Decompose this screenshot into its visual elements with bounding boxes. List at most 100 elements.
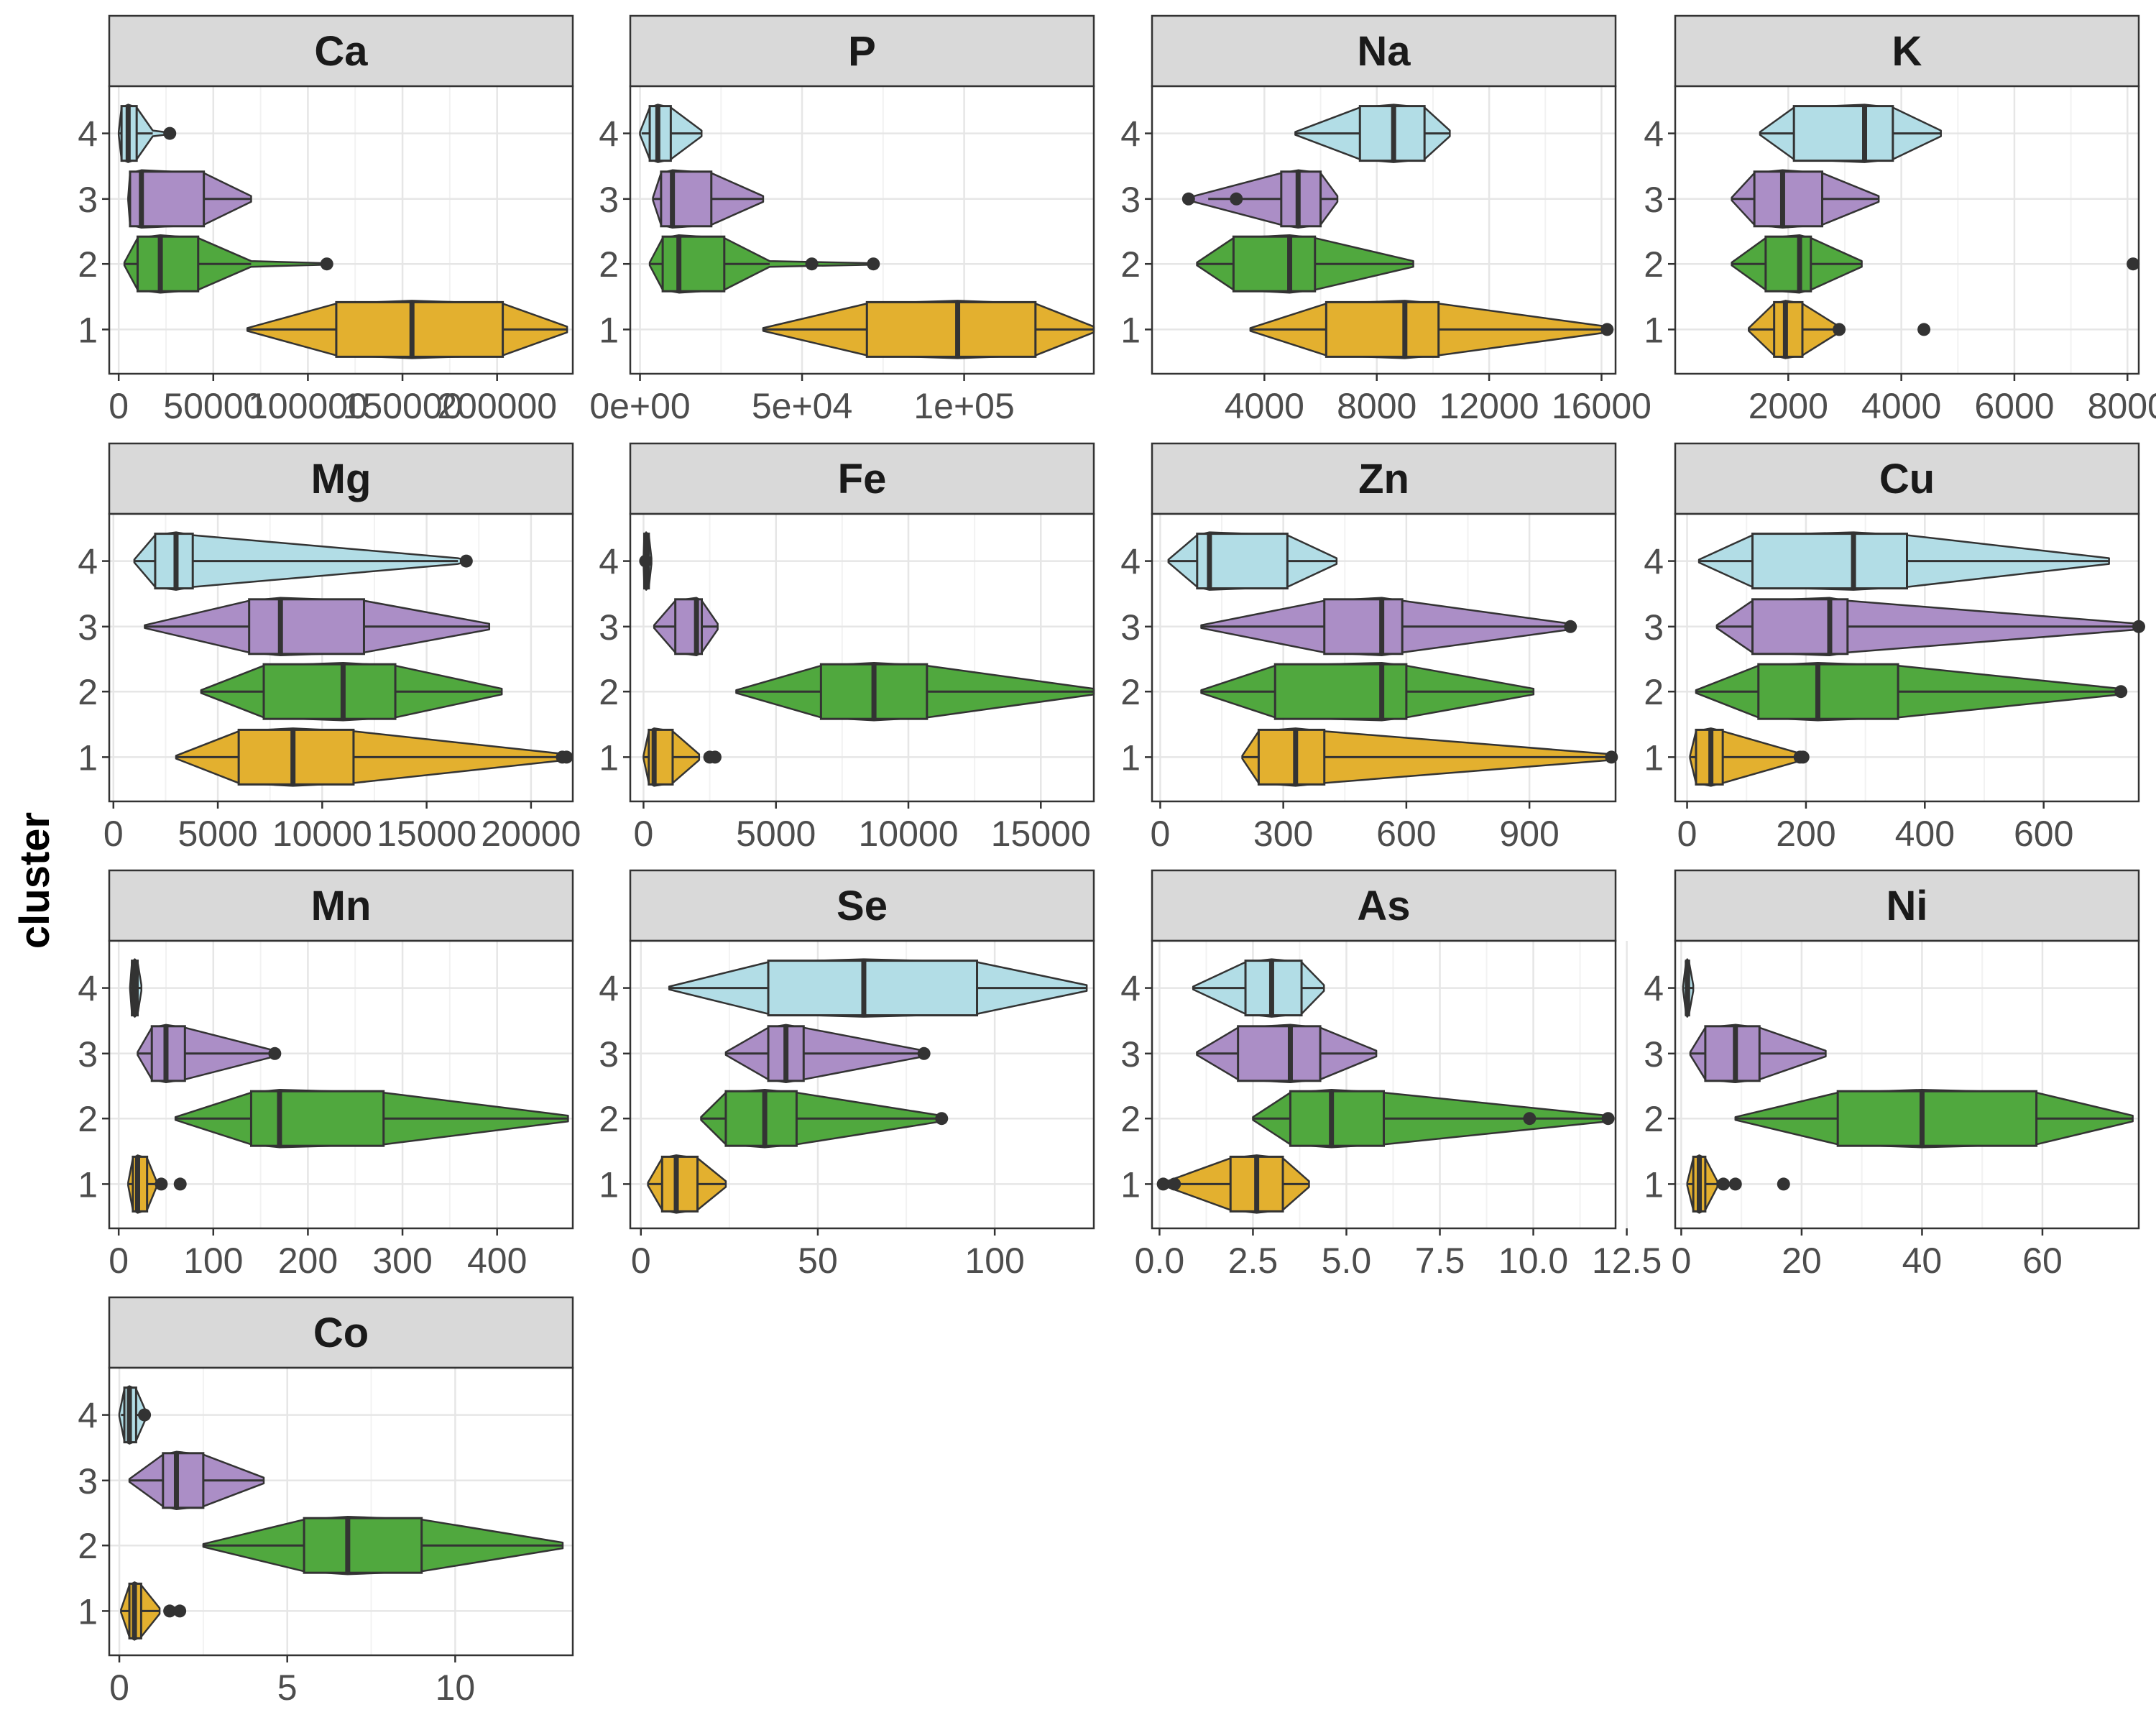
box-mg-1 xyxy=(237,728,355,786)
x-tick-label-k-2: 6000 xyxy=(1974,386,2054,426)
box-p-1 xyxy=(865,300,1037,358)
y-tick-label-ni-3: 3 xyxy=(1644,1034,1664,1075)
group-ni-cluster-1 xyxy=(1686,1154,1790,1214)
panel-border-ca xyxy=(108,85,574,375)
box-zn-4 xyxy=(1196,533,1289,590)
outlier-as-2-0 xyxy=(1523,1112,1537,1126)
group-k-cluster-3 xyxy=(1731,169,1880,229)
x-tick-label-mg-0: 0 xyxy=(103,814,124,854)
y-tick-label-as-1: 1 xyxy=(1120,1164,1141,1205)
outlier-ca-2-0 xyxy=(320,257,333,271)
group-as-cluster-4 xyxy=(1192,958,1325,1018)
box-k-4 xyxy=(1792,105,1894,162)
strip-label-na: Na xyxy=(1357,28,1411,75)
x-tick-label-mg-2: 10000 xyxy=(272,814,372,854)
x-tick-label-ca-3: 150000 xyxy=(343,386,463,426)
group-fe-cluster-4 xyxy=(639,531,653,591)
panel-border-na xyxy=(1151,85,1617,375)
x-tick-label-cu-2: 400 xyxy=(1895,814,1955,854)
group-mg-cluster-1 xyxy=(175,727,573,787)
y-tick-label-fe-1: 1 xyxy=(599,737,619,778)
panel-p: P 1 2 3 4 0e+00 5e+04 1e+05 xyxy=(589,14,1095,426)
outlier-fe-1-1 xyxy=(708,750,722,764)
y-tick-label-fe-2: 2 xyxy=(599,672,619,712)
x-tick-label-mn-0: 0 xyxy=(109,1241,129,1281)
y-tick-label-mn-3: 3 xyxy=(78,1034,98,1075)
panel-border-ni xyxy=(1674,939,2140,1230)
box-ca-1 xyxy=(335,300,505,358)
x-tick-label-as-1: 2.5 xyxy=(1228,1241,1279,1281)
group-p-cluster-3 xyxy=(652,169,765,229)
group-k-cluster-1 xyxy=(1748,300,1931,359)
y-tick-label-mn-4: 4 xyxy=(78,969,98,1009)
box-mg-3 xyxy=(248,598,365,656)
x-tick-label-fe-3: 15000 xyxy=(991,814,1091,854)
box-zn-1 xyxy=(1257,728,1326,786)
y-tick-label-ca-2: 2 xyxy=(78,244,98,285)
strip-k xyxy=(1674,14,2140,88)
outlier-cu-1-1 xyxy=(1796,750,1810,764)
outlier-zn-3-0 xyxy=(1564,620,1577,633)
strip-as xyxy=(1151,869,1617,942)
box-cu-2 xyxy=(1757,663,1899,720)
group-cu-cluster-1 xyxy=(1689,727,1810,787)
y-tick-label-fe-4: 4 xyxy=(599,542,619,582)
outlier-na-1-0 xyxy=(1600,323,1614,336)
group-mn-cluster-3 xyxy=(137,1024,282,1084)
x-tick-label-na-2: 12000 xyxy=(1439,386,1539,426)
x-tick-label-mn-4: 400 xyxy=(467,1241,527,1281)
group-mn-cluster-2 xyxy=(174,1088,569,1149)
group-ca-cluster-1 xyxy=(246,300,568,359)
y-tick-label-as-4: 4 xyxy=(1120,969,1141,1009)
x-tick-label-k-1: 4000 xyxy=(1861,386,1941,426)
panel-cu: Cu 1 2 3 4 0 200 400 600 xyxy=(1644,442,2145,854)
group-p-cluster-4 xyxy=(639,104,703,163)
box-p-3 xyxy=(660,170,713,228)
outlier-ni-1-1 xyxy=(1728,1177,1742,1191)
y-tick-label-ca-1: 1 xyxy=(78,310,98,350)
box-as-2 xyxy=(1289,1090,1386,1147)
group-cu-cluster-3 xyxy=(1715,597,2145,657)
strip-label-co: Co xyxy=(313,1310,369,1356)
x-tick-label-co-0: 0 xyxy=(109,1668,129,1708)
group-mg-cluster-4 xyxy=(133,531,473,591)
group-fe-cluster-3 xyxy=(653,597,719,657)
group-zn-cluster-4 xyxy=(1167,531,1338,591)
group-zn-cluster-1 xyxy=(1241,727,1618,787)
group-fe-cluster-1 xyxy=(642,727,722,787)
group-p-cluster-1 xyxy=(762,300,1095,359)
strip-mg xyxy=(108,442,574,515)
outlier-mg-4-0 xyxy=(459,554,473,568)
x-tick-label-ni-3: 60 xyxy=(2022,1241,2063,1281)
y-tick-label-cu-2: 2 xyxy=(1644,672,1664,712)
panel-border-fe xyxy=(629,512,1095,803)
x-tick-label-cu-3: 600 xyxy=(2014,814,2073,854)
x-tick-label-mg-3: 15000 xyxy=(377,814,476,854)
y-tick-label-mn-2: 2 xyxy=(78,1099,98,1139)
panel-border-zn xyxy=(1151,512,1617,803)
x-tick-label-se-1: 50 xyxy=(798,1241,838,1281)
group-ca-cluster-3 xyxy=(127,169,252,229)
outlier-cu-2-0 xyxy=(2114,685,2128,699)
x-tick-label-as-3: 7.5 xyxy=(1415,1241,1465,1281)
group-mn-cluster-1 xyxy=(127,1154,187,1214)
group-as-cluster-1 xyxy=(1156,1154,1310,1214)
x-tick-label-ni-2: 40 xyxy=(1902,1241,1943,1281)
x-tick-label-ni-0: 0 xyxy=(1671,1241,1691,1281)
y-tick-label-p-4: 4 xyxy=(599,114,619,155)
x-tick-label-fe-1: 5000 xyxy=(736,814,816,854)
y-tick-label-mg-2: 2 xyxy=(78,672,98,712)
group-p-cluster-2 xyxy=(648,234,880,294)
box-p-2 xyxy=(661,235,726,293)
x-tick-label-fe-2: 10000 xyxy=(858,814,958,854)
y-tick-label-co-1: 1 xyxy=(78,1591,98,1632)
x-tick-label-na-3: 16000 xyxy=(1552,386,1651,426)
panel-mn: Mn 1 2 3 4 0 100 200 300 400 xyxy=(78,869,574,1281)
outlier-mn-3-0 xyxy=(268,1046,282,1060)
x-tick-label-p-0: 0e+00 xyxy=(589,386,690,426)
group-se-cluster-1 xyxy=(647,1154,727,1214)
x-tick-label-co-2: 10 xyxy=(436,1668,476,1708)
outlier-as-2-1 xyxy=(1601,1112,1615,1126)
x-tick-label-na-0: 4000 xyxy=(1225,386,1304,426)
